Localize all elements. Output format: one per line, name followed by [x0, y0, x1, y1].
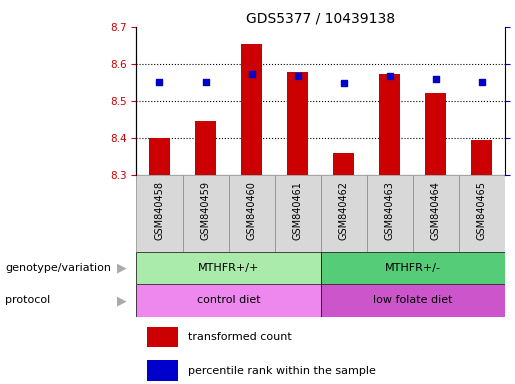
Bar	[320, 284, 505, 317]
Bar	[182, 175, 229, 252]
Text: GSM840458: GSM840458	[154, 181, 164, 240]
Text: low folate diet: low folate diet	[373, 295, 452, 306]
Bar	[274, 175, 320, 252]
Text: GSM840462: GSM840462	[338, 181, 349, 240]
Text: MTHFR+/+: MTHFR+/+	[198, 263, 259, 273]
Text: control diet: control diet	[197, 295, 261, 306]
Point	[339, 80, 348, 86]
Bar	[379, 74, 400, 175]
Bar	[367, 175, 413, 252]
Bar	[287, 72, 308, 175]
Text: transformed count: transformed count	[188, 332, 291, 342]
Bar	[136, 175, 182, 252]
Text: ▶: ▶	[116, 294, 126, 307]
Text: MTHFR+/-: MTHFR+/-	[385, 263, 441, 273]
Title: GDS5377 / 10439138: GDS5377 / 10439138	[246, 12, 395, 26]
Bar	[320, 252, 505, 284]
Text: protocol: protocol	[5, 295, 50, 306]
Bar	[147, 327, 178, 347]
Text: GSM840463: GSM840463	[385, 181, 394, 240]
Bar	[229, 175, 274, 252]
Bar	[136, 252, 320, 284]
Point	[477, 78, 486, 84]
Point	[201, 78, 210, 84]
Bar	[241, 43, 262, 175]
Point	[247, 71, 255, 77]
Bar	[471, 140, 492, 175]
Text: genotype/variation: genotype/variation	[5, 263, 111, 273]
Text: GSM840459: GSM840459	[200, 181, 211, 240]
Text: GSM840464: GSM840464	[431, 181, 441, 240]
Point	[156, 78, 164, 84]
Point	[386, 73, 394, 79]
Text: percentile rank within the sample: percentile rank within the sample	[188, 366, 376, 376]
Bar	[136, 284, 320, 317]
Bar	[413, 175, 459, 252]
Point	[432, 76, 440, 82]
Bar	[195, 121, 216, 175]
Bar	[333, 152, 354, 175]
Text: GSM840460: GSM840460	[247, 181, 256, 240]
Text: GSM840461: GSM840461	[293, 181, 303, 240]
Text: ▶: ▶	[116, 262, 126, 274]
Bar	[320, 175, 367, 252]
Text: GSM840465: GSM840465	[477, 181, 487, 240]
Bar	[147, 361, 178, 381]
Bar	[459, 175, 505, 252]
Bar	[149, 138, 170, 175]
Point	[294, 73, 302, 79]
Bar	[425, 93, 446, 175]
